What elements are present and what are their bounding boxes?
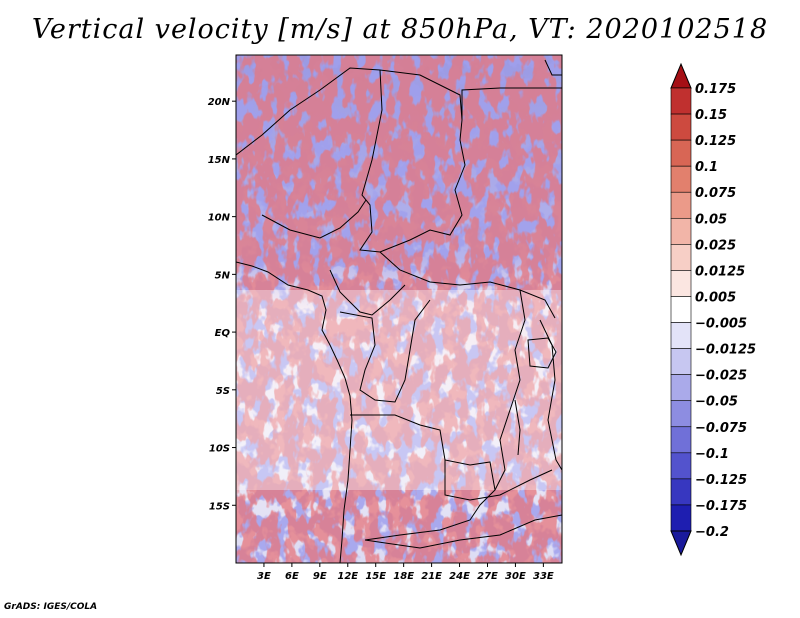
colorbar-swatch <box>670 478 692 506</box>
y-tick-label: EQ <box>215 328 231 339</box>
colorbar-swatch <box>670 87 692 115</box>
border-north <box>236 67 463 156</box>
border-drc-east <box>494 289 526 491</box>
colorbar-label: −0.1 <box>695 447 729 462</box>
colorbar: 0.175 0.15 0.125 0.1 0.075 0.05 0.025 0.0125 0.0… <box>670 62 756 557</box>
colorbar-swatch <box>670 270 692 297</box>
coast-east <box>544 59 562 76</box>
lake-tanganyika <box>514 399 521 456</box>
border-car <box>379 251 556 319</box>
colorbar-label: −0.175 <box>695 499 747 514</box>
colorbar-label: −0.125 <box>695 473 747 488</box>
x-tick-label: 18E <box>393 571 414 582</box>
colorbar-bottom-arrow <box>670 530 692 557</box>
y-tick-label: 5S <box>216 386 230 397</box>
colorbar-swatch <box>670 244 692 271</box>
y-axis: 20N 15N 10N 5N EQ 5S 10S 15S <box>208 97 236 512</box>
colorbar-swatch <box>670 504 692 532</box>
colorbar-label: −0.075 <box>695 421 747 436</box>
colorbar-label: 0.15 <box>695 108 727 123</box>
colorbar-swatch <box>670 348 692 375</box>
colorbar-swatch <box>670 113 692 141</box>
x-tick-label: 21E <box>421 571 442 582</box>
y-tick-label: 20N <box>208 97 231 108</box>
velocity-field <box>236 55 562 563</box>
border-zambia <box>444 460 553 501</box>
lake-victoria <box>527 337 557 369</box>
colorbar-label: 0.125 <box>695 134 736 149</box>
colorbar-label: 0.175 <box>695 82 736 97</box>
y-tick-label: 15N <box>208 155 231 166</box>
colorbar-swatch <box>670 400 692 428</box>
x-tick-label: 3E <box>257 571 271 582</box>
x-tick-label: 9E <box>313 571 327 582</box>
y-tick-label: 15S <box>209 501 230 512</box>
colorbar-label: 0.075 <box>695 186 736 201</box>
colorbar-swatch <box>670 322 692 349</box>
colorbar-swatch <box>670 374 692 402</box>
x-tick-label: 30E <box>505 571 526 582</box>
colorbar-label: 0.0125 <box>695 264 745 279</box>
border-congo <box>339 299 431 403</box>
colorbar-label: −0.025 <box>695 369 747 384</box>
border-cameroon <box>329 269 406 316</box>
border-nigeria <box>261 199 367 239</box>
chart-title: Vertical velocity [m/s] at 850hPa, VT: 2… <box>31 14 769 45</box>
colorbar-swatch <box>670 296 692 323</box>
colorbar-swatch <box>670 217 692 245</box>
x-tick-label: 24E <box>449 571 470 582</box>
colorbar-swatch <box>670 426 692 454</box>
border-chad <box>359 69 466 253</box>
y-tick-label: 10S <box>209 444 230 455</box>
border-angola <box>350 414 496 541</box>
border-south <box>364 514 562 549</box>
coastline-west-africa <box>236 261 353 563</box>
colorbar-label: −0.05 <box>695 395 738 410</box>
y-tick-label: 10N <box>208 213 231 224</box>
border-sudan <box>461 87 562 120</box>
country-borders <box>236 59 562 563</box>
colorbar-swatch <box>670 165 692 193</box>
x-tick-label: 33E <box>533 571 554 582</box>
x-tick-label: 27E <box>477 571 498 582</box>
colorbar-label: 0.005 <box>695 290 736 305</box>
colorbar-label: −0.2 <box>695 525 729 540</box>
x-tick-label: 12E <box>337 571 358 582</box>
y-tick-label: 5N <box>215 270 231 281</box>
colorbar-swatch <box>670 452 692 480</box>
colorbar-top-arrow <box>670 62 692 89</box>
colorbar-label: 0.025 <box>695 238 736 253</box>
colorbar-swatch <box>670 191 692 219</box>
colorbar-label: 0.1 <box>695 160 718 175</box>
x-tick-label: 15E <box>365 571 386 582</box>
colorbar-label: −0.0125 <box>695 343 756 358</box>
x-tick-label: 6E <box>285 571 299 582</box>
grads-footer: GrADS: IGES/COLA <box>4 602 98 612</box>
x-axis: 3E 6E 9E 12E 15E 18E 21E 24E 27E 30E 33E <box>257 563 554 582</box>
colorbar-label: −0.005 <box>695 317 747 332</box>
map-frame <box>235 54 563 564</box>
colorbar-swatch <box>670 139 692 167</box>
colorbar-label: 0.05 <box>695 212 727 227</box>
